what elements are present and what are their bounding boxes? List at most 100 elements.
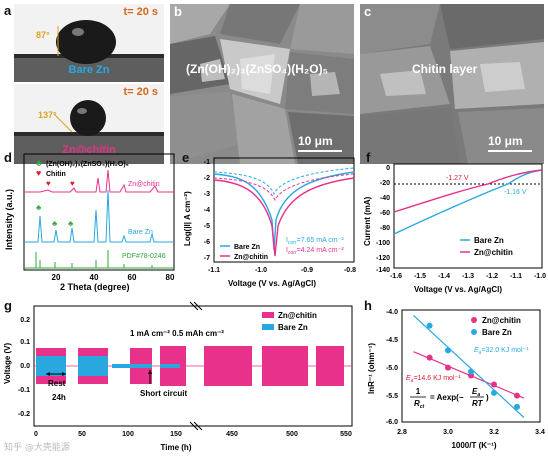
y-tick-label: 0 bbox=[386, 165, 390, 172]
contact-angle-bare-zn: t= 20 s 87° Bare Zn bbox=[14, 4, 164, 82]
y-tick-label: 0.0 bbox=[20, 363, 30, 370]
y-tick-label: -4.5 bbox=[386, 337, 398, 344]
xrd-chart: ♣ ♥ ♥ ♥ ♣ ♣ ♣ (Zn(OH)₂)₃(ZnSO₄)(H₂O)₅ Ch… bbox=[4, 153, 175, 292]
ea-chitin-label: Ea=14.6 KJ mol⁻¹ bbox=[406, 375, 461, 384]
x-tick-label: -1.6 bbox=[390, 273, 402, 280]
panel-b-label: b bbox=[174, 4, 182, 19]
y-tick-label: -80 bbox=[380, 225, 390, 232]
y-axis-title: Log(|I| A cm⁻²) bbox=[183, 191, 192, 246]
heart-marker: ♥ bbox=[70, 179, 75, 188]
panel-d-label: d bbox=[4, 150, 12, 165]
legend-chitin: Zn@chitin bbox=[482, 316, 521, 325]
sem-overlay-chitin: Chitin layer bbox=[412, 62, 478, 76]
trace-label-zn-chitin: Zn@chitin bbox=[128, 181, 160, 188]
x-tick-label: 20 bbox=[52, 273, 61, 282]
sample-name-top: Bare Zn bbox=[68, 64, 110, 76]
panel-h-label: h bbox=[364, 298, 372, 313]
y-axis-title: Intensity (a.u.) bbox=[4, 189, 14, 250]
x-tick-label: -1.3 bbox=[462, 273, 474, 280]
equation: 1 Rct = Aexp(− Ea RT ) bbox=[410, 387, 489, 410]
legend-bare: Bare Zn bbox=[234, 244, 260, 251]
legend-bare: Bare Zn bbox=[474, 236, 504, 245]
y-tick-label: -0.1 bbox=[18, 387, 30, 394]
y-tick-label: -120 bbox=[376, 255, 390, 262]
club-marker: ♣ bbox=[52, 219, 58, 228]
x-tick-label: -1.0 bbox=[534, 273, 546, 280]
x-tick-label: -1.4 bbox=[438, 273, 450, 280]
lsv-chart: -1.27 V -1.16 V Bare Zn Zn@chitin 0 -20 … bbox=[363, 163, 546, 294]
contact-angle-value-top: 87° bbox=[36, 30, 50, 40]
legend-chitin: Zn@chitin bbox=[474, 248, 513, 257]
scale-bar-label: 10 μm bbox=[488, 134, 523, 148]
svg-text:1: 1 bbox=[416, 387, 421, 396]
svg-text:): ) bbox=[486, 393, 489, 402]
icorr-bare: Icorr=7.65 mA cm⁻² bbox=[286, 237, 344, 246]
y-tick-label: -140 bbox=[376, 267, 390, 274]
data-point bbox=[491, 389, 497, 396]
panel-c-label: c bbox=[364, 4, 372, 19]
x-axis-title: Voltage (V vs. Ag/AgCl) bbox=[228, 279, 316, 288]
cycling-chart: 1 mA cm⁻² 0.5 mAh cm⁻² Rest 24h Short ci… bbox=[3, 301, 353, 452]
data-point bbox=[514, 403, 520, 410]
rest-duration: 24h bbox=[52, 393, 66, 402]
sem-image-zn-chitin: c Chitin layer 10 μm bbox=[360, 4, 544, 164]
svg-text:RT: RT bbox=[472, 399, 484, 408]
watermark: 知乎 @大壳能源 bbox=[4, 443, 70, 453]
fit-line bbox=[413, 315, 525, 418]
y-tick-label: -5 bbox=[204, 223, 210, 230]
scale-bar bbox=[488, 150, 532, 152]
legend-bare: Bare Zn bbox=[278, 323, 308, 332]
x-tick-label: 50 bbox=[78, 431, 86, 438]
ea-bare-label: Ea=32.0 KJ mol⁻¹ bbox=[474, 347, 529, 356]
legend-club-text: (Zn(OH)₂)₃(ZnSO₄)(H₂O)₅ bbox=[46, 161, 129, 168]
short-circuit-label: Short circuit bbox=[140, 389, 187, 398]
y-tick-label: -0.2 bbox=[18, 411, 30, 418]
data-point bbox=[426, 322, 433, 329]
arrhenius-chart: -4.0 -4.5 -5.0 -5.5 -6.0 2.8 3.0 3.2 3.4… bbox=[367, 309, 545, 450]
x-tick-label: -1.0 bbox=[255, 267, 267, 274]
x-axis-title: 1000/T (K⁻¹) bbox=[451, 441, 496, 450]
club-marker: ♣ bbox=[36, 203, 42, 212]
data-point bbox=[514, 392, 520, 399]
y-tick-label: -2 bbox=[204, 175, 210, 182]
y-tick-label: -4 bbox=[204, 207, 210, 214]
x-tick-label: -0.8 bbox=[344, 267, 356, 274]
sample-name-bottom: Zn@chitin bbox=[62, 144, 116, 156]
contact-angle-value-bottom: 137° bbox=[38, 110, 57, 120]
legend-bare: Bare Zn bbox=[482, 328, 512, 337]
heart-marker: ♥ bbox=[46, 179, 51, 188]
x-tick-label: 3.2 bbox=[489, 429, 499, 436]
scale-bar-label: 10 μm bbox=[298, 134, 333, 148]
x-tick-label: 3.4 bbox=[535, 429, 545, 436]
y-tick-label: -7 bbox=[204, 255, 210, 262]
annotation-116: -1.16 V bbox=[504, 189, 527, 196]
xrd-trace-bare-zn bbox=[24, 189, 174, 243]
club-marker: ♣ bbox=[68, 219, 74, 228]
trace-label-bare-zn: Bare Zn bbox=[128, 229, 153, 236]
x-tick-label: -1.5 bbox=[414, 273, 426, 280]
x-tick-label: 60 bbox=[128, 273, 137, 282]
time-label-top: t= 20 s bbox=[123, 6, 158, 18]
y-tick-label: -3 bbox=[204, 191, 210, 198]
x-tick-label: 0 bbox=[34, 431, 38, 438]
y-tick-label: -60 bbox=[380, 210, 390, 217]
y-tick-label: -4.0 bbox=[386, 309, 398, 316]
sem-overlay-formula: (Zn(OH)₂)₃(ZnSO₄)(H₂O)₅ bbox=[186, 62, 329, 76]
annotation-127: -1.27 V bbox=[446, 175, 469, 182]
data-point bbox=[426, 354, 433, 361]
y-tick-label: 0.2 bbox=[20, 317, 30, 324]
y-axis-title: lnR⁻¹ (ohm⁻¹) bbox=[367, 343, 376, 394]
x-tick-label: 2.8 bbox=[397, 429, 407, 436]
x-tick-label: 450 bbox=[226, 431, 238, 438]
x-tick-label: -1.2 bbox=[486, 273, 498, 280]
y-tick-label: -20 bbox=[380, 180, 390, 187]
y-tick-label: -1 bbox=[204, 159, 210, 166]
lsv-bare-zn bbox=[393, 169, 543, 235]
icorr-chitin: Icorr=4.24 mA cm⁻² bbox=[286, 247, 344, 256]
club-marker: ♣ bbox=[36, 158, 42, 168]
y-tick-label: -6 bbox=[204, 239, 210, 246]
time-label-bottom: t= 20 s bbox=[123, 86, 158, 98]
data-point bbox=[445, 347, 451, 354]
x-tick-label: 40 bbox=[90, 273, 99, 282]
tafel-bare-zn bbox=[213, 171, 355, 251]
